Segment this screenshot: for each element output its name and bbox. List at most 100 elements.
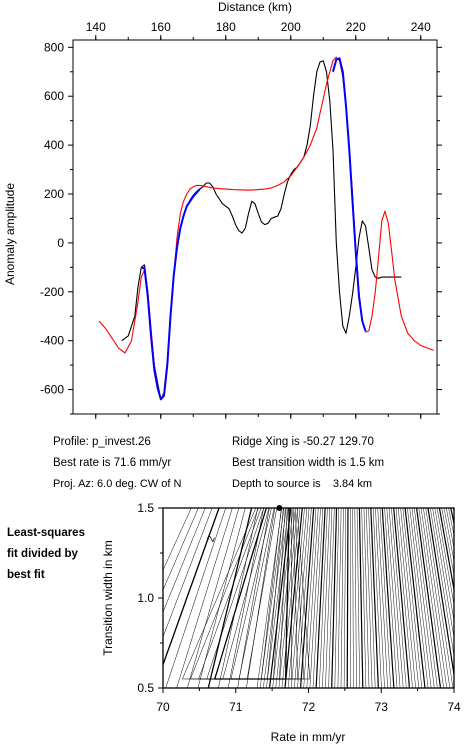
contour-line xyxy=(346,508,349,688)
contour-line xyxy=(434,508,454,623)
bottom-x-axis-label: Rate in mm/yr xyxy=(271,730,346,744)
contour-line xyxy=(163,508,220,667)
anomaly-series xyxy=(98,56,434,401)
anomaly-chart: 140 160 180 200 220 240 -600 -400 -200 0 200 400 60… xyxy=(3,0,442,419)
fit-segment-line xyxy=(332,57,367,332)
top-y-ticks: -600 -400 -200 0 200 400 600 800 xyxy=(40,40,442,415)
contour-line xyxy=(281,508,301,688)
contour-line xyxy=(391,508,407,688)
contour-line xyxy=(315,508,326,688)
contour-line xyxy=(318,508,328,688)
contour-x-tick-label: 74 xyxy=(447,700,461,714)
bottom-x-ticks: 70 71 72 73 74 xyxy=(156,688,461,714)
contour-line xyxy=(328,508,335,688)
contour-line xyxy=(163,508,199,591)
contour-line xyxy=(443,508,454,563)
contour-line xyxy=(361,508,367,688)
contour-line xyxy=(352,508,354,688)
contour-line xyxy=(176,508,233,688)
contour-line xyxy=(187,508,240,688)
contour-line xyxy=(388,508,404,688)
contour-line xyxy=(377,508,388,688)
contour-line xyxy=(297,508,312,688)
top-x-ticks: 140 160 180 200 220 240 xyxy=(86,20,431,419)
contour-line xyxy=(416,508,442,688)
contour-line xyxy=(414,508,438,688)
ridge-crossing-text: Ridge Xing is -50.27 129.70 xyxy=(232,436,374,448)
contour-line xyxy=(237,508,270,688)
contour-line xyxy=(432,508,454,639)
contour-line xyxy=(462,508,467,688)
contour-line xyxy=(300,508,315,688)
contour-line xyxy=(393,508,410,688)
contour-line xyxy=(370,508,379,688)
contour-line xyxy=(246,508,276,688)
side-note: Least-squares fit divided by best fit xyxy=(7,523,97,586)
contour-line xyxy=(375,508,385,688)
y-tick-label: -400 xyxy=(40,334,64,348)
contour-line xyxy=(455,508,467,688)
profile-text: Profile: p_invest.26 xyxy=(53,436,151,448)
contour-level-label: 2 xyxy=(206,534,218,543)
contour-line xyxy=(165,508,226,688)
contour-line xyxy=(450,508,454,527)
contour-line xyxy=(266,508,289,688)
contour-line xyxy=(356,508,360,688)
contour-line xyxy=(272,508,294,688)
contour-line xyxy=(312,508,324,688)
contour-line xyxy=(407,508,429,688)
bottom-y-ticks: 0.5 1.0 1.5 xyxy=(137,501,163,695)
contour-line xyxy=(427,508,454,679)
contour-line xyxy=(306,508,319,688)
contour-line xyxy=(343,508,346,688)
contour-y-tick-label: 1.0 xyxy=(137,591,154,605)
contour-line xyxy=(334,508,340,688)
contour-line xyxy=(402,508,423,688)
contour-line xyxy=(309,508,321,688)
contour-line xyxy=(438,508,454,593)
projection-azimuth-text: Proj. Az: 6.0 deg. CW of N xyxy=(53,478,182,490)
side-note-line: Least-squares xyxy=(7,527,85,539)
y-tick-label: -200 xyxy=(40,285,64,299)
contour-line xyxy=(337,508,342,688)
contour-x-tick-label: 70 xyxy=(156,700,170,714)
contour-line xyxy=(325,508,333,688)
contour-line xyxy=(411,508,435,688)
contour-line xyxy=(287,508,305,688)
observed-anomaly-line xyxy=(121,60,402,400)
contour-line xyxy=(363,508,370,688)
top-y-axis-label: Anomaly amplitude xyxy=(3,183,17,285)
contour-line xyxy=(436,508,454,607)
bottom-y-axis-label: Transition width in km xyxy=(101,540,115,656)
contour-line xyxy=(340,508,344,688)
contour-line xyxy=(398,508,416,688)
contour-line xyxy=(322,508,330,688)
contour-line xyxy=(163,508,206,613)
side-note-line: fit divided by xyxy=(7,548,78,560)
contour-line xyxy=(441,508,454,577)
x-tick-label: 160 xyxy=(151,20,171,34)
contour-line xyxy=(197,508,246,688)
contour-line xyxy=(420,508,448,688)
y-tick-label: 400 xyxy=(44,138,64,152)
anomaly-chart-frame xyxy=(72,39,438,415)
x-tick-label: 180 xyxy=(216,20,236,34)
contour-x-tick-label: 72 xyxy=(302,700,316,714)
contour-line xyxy=(163,508,213,638)
contour-line xyxy=(446,508,454,550)
contour-line xyxy=(268,508,292,688)
contour-line xyxy=(404,508,426,688)
y-tick-label: 800 xyxy=(44,40,64,54)
contour-line xyxy=(430,508,454,657)
y-tick-label: 600 xyxy=(44,89,64,103)
contour-line xyxy=(368,508,376,688)
contour-line xyxy=(409,508,432,688)
contour-line xyxy=(354,508,357,688)
contour-line xyxy=(291,508,308,688)
contour-line xyxy=(400,508,420,688)
contour-line xyxy=(207,508,253,688)
transition-width-text: Best transition width is 1.5 km xyxy=(232,457,385,469)
contour-line xyxy=(423,508,451,688)
contour-line xyxy=(278,508,298,688)
